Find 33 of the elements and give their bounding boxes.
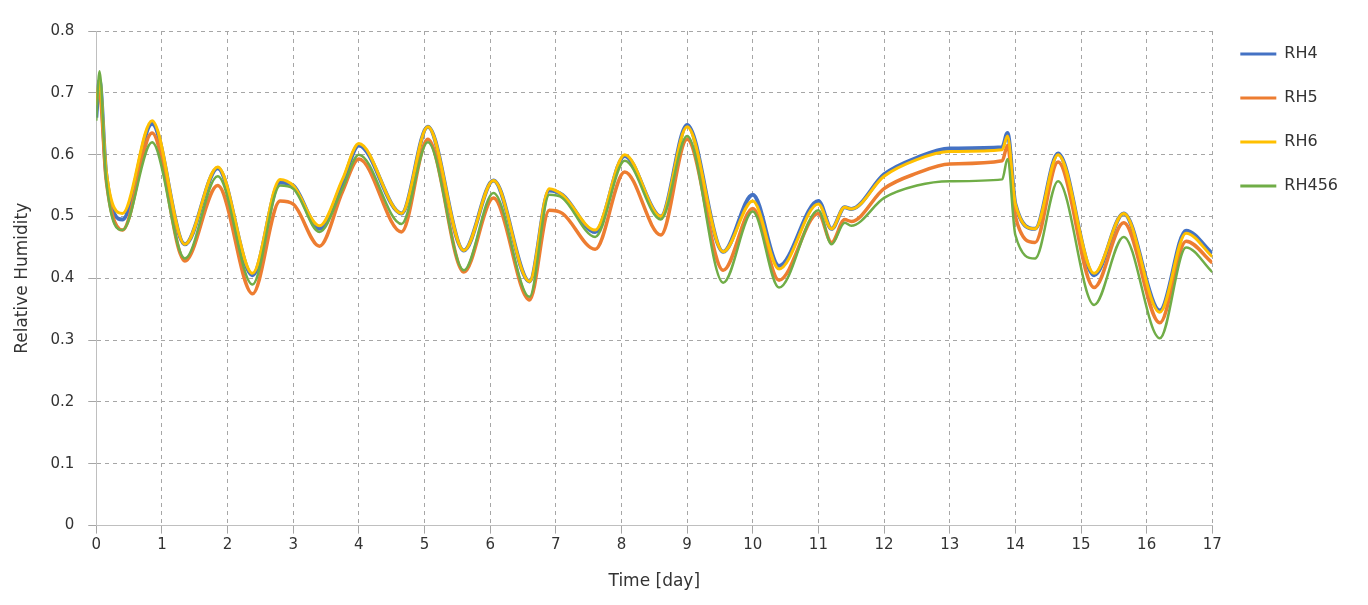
x-axis-title: Time [day]: [607, 570, 701, 591]
legend-label: RH6: [1284, 131, 1318, 151]
x-tick-label: 17: [1202, 535, 1222, 554]
x-tick-label: 5: [419, 535, 430, 554]
y-tick-label: 0.7: [50, 82, 75, 101]
x-tick-label: 8: [616, 535, 627, 554]
x-tick-label: 14: [1005, 535, 1025, 554]
x-tick-label: 13: [940, 535, 960, 554]
y-tick-label: 0.3: [50, 330, 75, 349]
legend-label: RH4: [1284, 43, 1318, 63]
x-tick-label: 9: [682, 535, 692, 554]
y-axis-title: Relative Humidity: [10, 202, 31, 354]
x-tick-label: 16: [1137, 535, 1157, 554]
legend-label: RH5: [1284, 87, 1318, 107]
y-tick-label: 0.1: [50, 453, 75, 472]
x-tick-label: 12: [874, 535, 894, 554]
y-tick-label: 0.8: [50, 20, 75, 39]
x-tick-label: 1: [157, 535, 167, 554]
y-tick-label: 0.4: [50, 268, 75, 287]
x-tick-label: 3: [288, 535, 298, 554]
y-tick-label: 0.6: [50, 144, 75, 163]
y-tick-label: 0: [64, 515, 75, 534]
x-tick-label: 11: [808, 535, 828, 554]
y-tick-label: 0.2: [50, 391, 75, 410]
legend-label: RH456: [1284, 175, 1338, 195]
x-tick-label: 6: [485, 535, 495, 554]
x-tick-label: 15: [1071, 535, 1091, 554]
y-tick-label: 0.5: [50, 206, 75, 225]
x-tick-label: 2: [222, 535, 233, 554]
x-tick-label: 0: [91, 535, 102, 554]
x-tick-label: 7: [551, 535, 561, 554]
x-tick-label: 10: [743, 535, 763, 554]
x-tick-label: 4: [354, 535, 364, 554]
